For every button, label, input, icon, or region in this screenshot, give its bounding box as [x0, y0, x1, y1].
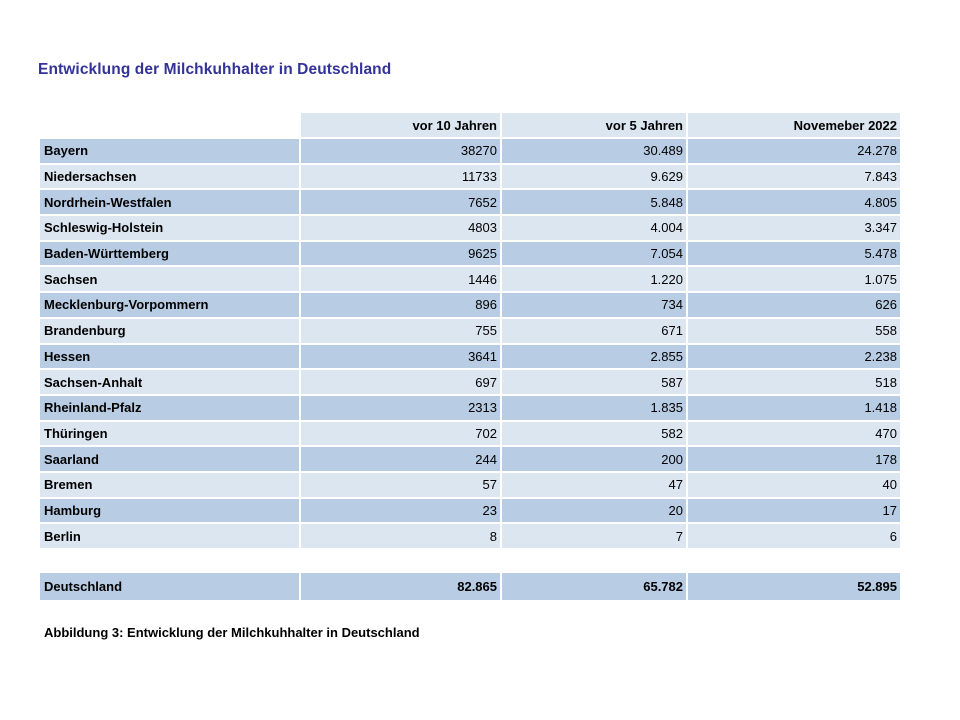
row-label: Nordrhein-Westfalen: [40, 190, 299, 215]
row-label: Mecklenburg-Vorpommern: [40, 293, 299, 317]
cell-november-2022: 4.805: [688, 190, 900, 215]
cell-november-2022: 2.238: [688, 344, 900, 369]
row-label: Berlin: [40, 524, 299, 548]
cell-november-2022: 178: [688, 447, 900, 471]
cell-november-2022: 7.843: [688, 164, 900, 189]
cell-vor-5-jahren: 5.848: [502, 190, 686, 215]
cell-vor-10-jahren: 7652: [301, 190, 500, 215]
cell-november-2022: 6: [688, 524, 900, 548]
row-label: Sachsen-Anhalt: [40, 370, 299, 394]
row-label: Saarland: [40, 447, 299, 471]
cell-vor-10-jahren: 697: [301, 370, 500, 394]
cell-vor-10-jahren: 1446: [301, 267, 500, 292]
cell-november-2022: 5.478: [688, 241, 900, 266]
cell-november-2022: 518: [688, 370, 900, 394]
page-title: Entwicklung der Milchkuhhalter in Deutsc…: [38, 61, 392, 78]
cell-vor-5-jahren: 200: [502, 447, 686, 471]
cell-vor-10-jahren: 2313: [301, 395, 500, 420]
cell-vor-5-jahren: 47: [502, 472, 686, 497]
row-label: Bayern: [40, 139, 299, 163]
figure-caption: Abbildung 3: Entwicklung der Milchkuhhal…: [44, 625, 420, 640]
total-cell-november-2022: 52.895: [688, 573, 900, 600]
milk-cow-holders-table: vor 10 Jahren vor 5 Jahren Novemeber 202…: [40, 113, 900, 548]
cell-vor-5-jahren: 7.054: [502, 241, 686, 266]
cell-vor-10-jahren: 9625: [301, 241, 500, 266]
total-cell-vor-5-jahren: 65.782: [502, 573, 686, 600]
cell-november-2022: 1.075: [688, 267, 900, 292]
row-label: Thüringen: [40, 421, 299, 446]
cell-vor-5-jahren: 582: [502, 421, 686, 446]
cell-november-2022: 24.278: [688, 139, 900, 163]
cell-vor-5-jahren: 671: [502, 318, 686, 343]
cell-november-2022: 1.418: [688, 395, 900, 420]
cell-vor-5-jahren: 20: [502, 498, 686, 523]
cell-vor-5-jahren: 30.489: [502, 139, 686, 163]
cell-november-2022: 558: [688, 318, 900, 343]
row-label: Brandenburg: [40, 318, 299, 343]
cell-vor-10-jahren: 896: [301, 293, 500, 317]
cell-november-2022: 626: [688, 293, 900, 317]
row-label: Niedersachsen: [40, 164, 299, 189]
cell-vor-10-jahren: 57: [301, 472, 500, 497]
cell-november-2022: 3.347: [688, 216, 900, 240]
cell-vor-10-jahren: 4803: [301, 216, 500, 240]
row-label: Hamburg: [40, 498, 299, 523]
table-header-empty: [40, 113, 299, 137]
cell-vor-10-jahren: 11733: [301, 164, 500, 189]
cell-vor-10-jahren: 8: [301, 524, 500, 548]
cell-november-2022: 470: [688, 421, 900, 446]
total-row-label: Deutschland: [40, 573, 299, 600]
table-header-november-2022: Novemeber 2022: [688, 113, 900, 137]
total-row-deutschland: Deutschland 82.865 65.782 52.895: [40, 573, 900, 600]
cell-november-2022: 17: [688, 498, 900, 523]
row-label: Bremen: [40, 472, 299, 497]
cell-vor-10-jahren: 755: [301, 318, 500, 343]
row-label: Schleswig-Holstein: [40, 216, 299, 240]
cell-vor-5-jahren: 1.220: [502, 267, 686, 292]
table-header-vor-5-jahren: vor 5 Jahren: [502, 113, 686, 137]
cell-vor-5-jahren: 9.629: [502, 164, 686, 189]
cell-vor-10-jahren: 702: [301, 421, 500, 446]
table-header-vor-10-jahren: vor 10 Jahren: [301, 113, 500, 137]
cell-vor-5-jahren: 1.835: [502, 395, 686, 420]
cell-vor-10-jahren: 38270: [301, 139, 500, 163]
cell-november-2022: 40: [688, 472, 900, 497]
cell-vor-10-jahren: 244: [301, 447, 500, 471]
row-label: Hessen: [40, 344, 299, 369]
cell-vor-5-jahren: 4.004: [502, 216, 686, 240]
cell-vor-5-jahren: 7: [502, 524, 686, 548]
row-label: Sachsen: [40, 267, 299, 292]
total-cell-vor-10-jahren: 82.865: [301, 573, 500, 600]
cell-vor-10-jahren: 3641: [301, 344, 500, 369]
row-label: Rheinland-Pfalz: [40, 395, 299, 420]
row-label: Baden-Württemberg: [40, 241, 299, 266]
cell-vor-5-jahren: 734: [502, 293, 686, 317]
cell-vor-10-jahren: 23: [301, 498, 500, 523]
cell-vor-5-jahren: 587: [502, 370, 686, 394]
cell-vor-5-jahren: 2.855: [502, 344, 686, 369]
